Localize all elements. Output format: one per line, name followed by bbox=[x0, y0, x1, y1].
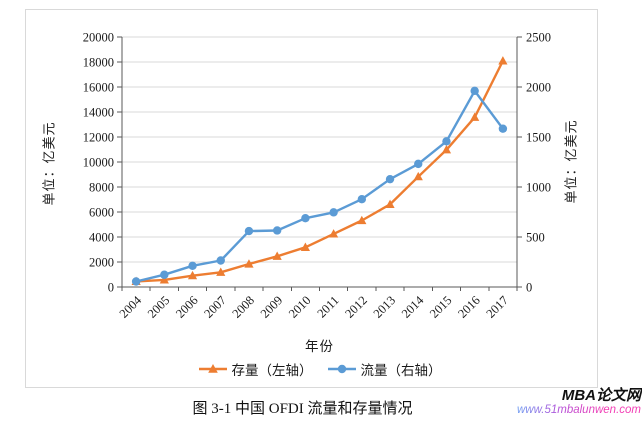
svg-text:2009: 2009 bbox=[258, 293, 286, 321]
svg-text:2010: 2010 bbox=[286, 293, 314, 321]
watermark: MBA论文网 www.51mbalunwen.com bbox=[517, 388, 641, 416]
svg-text:18000: 18000 bbox=[83, 56, 114, 70]
svg-text:2014: 2014 bbox=[399, 293, 427, 321]
svg-text:20000: 20000 bbox=[83, 31, 114, 45]
legend-item-stock: 存量（左轴） bbox=[198, 359, 313, 379]
left-axis-title: 单位：亿美元 bbox=[41, 121, 57, 206]
svg-text:2004: 2004 bbox=[117, 293, 145, 321]
watermark-url: www.51mbalunwen.com bbox=[516, 403, 641, 416]
svg-text:6000: 6000 bbox=[89, 206, 114, 220]
svg-text:2000: 2000 bbox=[526, 81, 551, 95]
svg-text:1500: 1500 bbox=[526, 131, 551, 145]
svg-text:2007: 2007 bbox=[201, 293, 229, 321]
chart-caption: 图 3-1 中国 OFDI 流量和存量情况 bbox=[192, 401, 413, 417]
chart-legend: 存量（左轴） 流量（右轴） bbox=[122, 359, 517, 379]
svg-text:16000: 16000 bbox=[83, 81, 114, 95]
svg-text:500: 500 bbox=[526, 231, 545, 245]
svg-text:2005: 2005 bbox=[145, 293, 173, 321]
svg-text:12000: 12000 bbox=[83, 131, 114, 145]
svg-text:2012: 2012 bbox=[342, 293, 370, 321]
svg-text:2500: 2500 bbox=[526, 31, 551, 45]
svg-text:2011: 2011 bbox=[314, 293, 341, 320]
svg-text:10000: 10000 bbox=[83, 156, 114, 170]
svg-text:2008: 2008 bbox=[230, 293, 258, 321]
svg-text:2017: 2017 bbox=[483, 293, 511, 321]
flow-series-marker-icon bbox=[327, 364, 356, 374]
legend-label-flow: 流量（右轴） bbox=[360, 363, 442, 378]
svg-text:0: 0 bbox=[108, 281, 114, 295]
x-axis-title: 年份 bbox=[305, 339, 334, 354]
svg-text:2015: 2015 bbox=[427, 293, 455, 321]
svg-text:8000: 8000 bbox=[89, 181, 114, 195]
svg-text:4000: 4000 bbox=[89, 231, 114, 245]
legend-item-flow: 流量（右轴） bbox=[327, 359, 442, 379]
stock-series-marker-icon bbox=[198, 364, 227, 373]
svg-text:2013: 2013 bbox=[371, 293, 399, 321]
svg-text:2006: 2006 bbox=[173, 293, 201, 321]
svg-text:1000: 1000 bbox=[526, 181, 551, 195]
svg-text:14000: 14000 bbox=[83, 106, 114, 120]
svg-text:0: 0 bbox=[526, 281, 532, 295]
legend-label-stock: 存量（左轴） bbox=[231, 363, 313, 378]
watermark-site-name: MBA论文网 bbox=[561, 387, 641, 404]
svg-text:2016: 2016 bbox=[455, 293, 483, 321]
svg-text:2000: 2000 bbox=[89, 256, 114, 270]
right-axis-title: 单位：亿美元 bbox=[563, 119, 579, 204]
